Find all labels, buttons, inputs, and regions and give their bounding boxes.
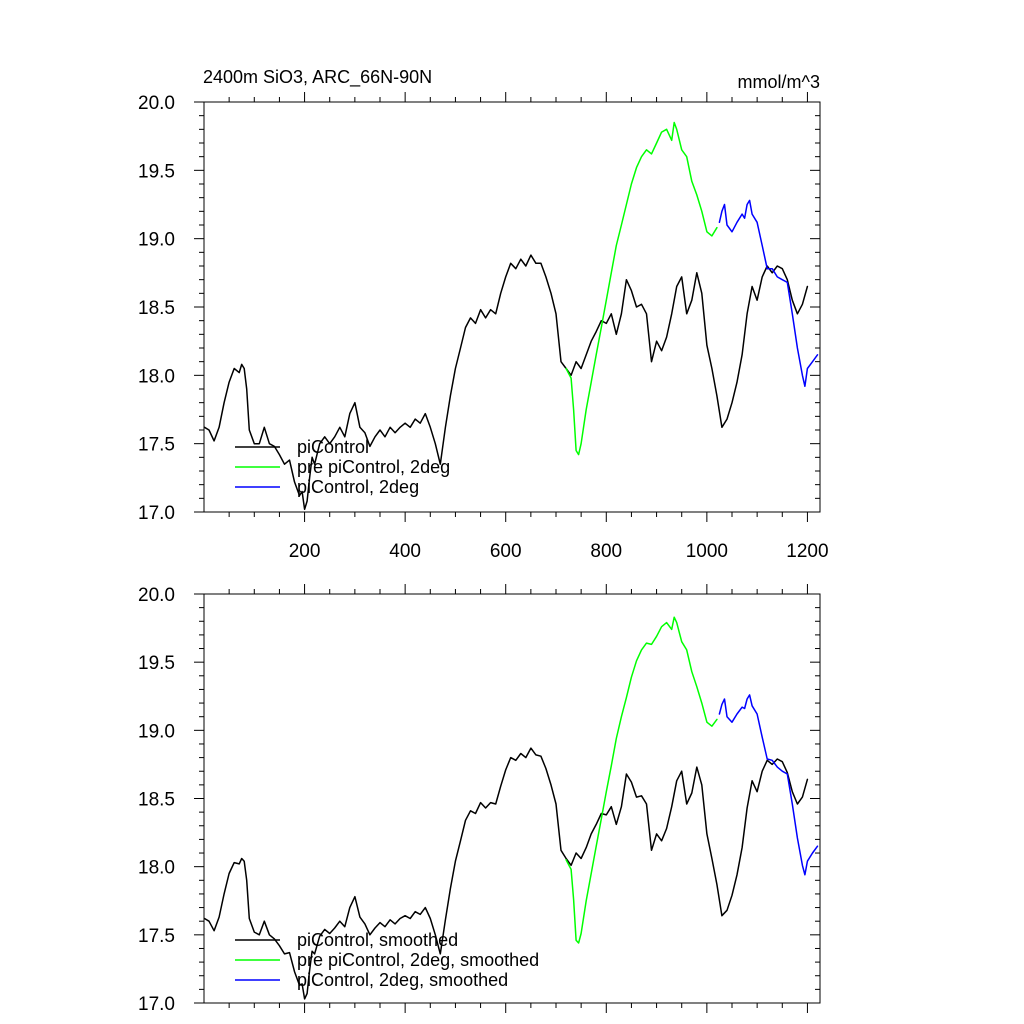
legend-label: piControl, smoothed [297, 930, 458, 950]
series-line [565, 121, 718, 456]
y-tick-label: 17.5 [138, 926, 175, 947]
y-tick-label: 18.0 [138, 366, 175, 387]
x-tick-label: 800 [590, 541, 622, 562]
y-tick-label: 18.5 [138, 790, 175, 811]
y-tick-label: 20.0 [138, 585, 175, 606]
y-tick-label: 19.5 [138, 653, 175, 674]
legend-label: pre piControl, 2deg, smoothed [297, 950, 539, 970]
y-tick-label: 20.0 [138, 93, 175, 114]
y-tick-label: 18.5 [138, 298, 175, 319]
chart-title: 2400m SiO3, ARC_66N-90N [203, 67, 432, 88]
top-panel: 200 400 600 800 1000 1200 17.0 17.5 18.0 18.5 19.0… [138, 92, 829, 562]
x-tick-label: 400 [389, 541, 421, 562]
y-tick-label: 19.0 [138, 230, 175, 251]
y-tick-label: 17.0 [138, 994, 175, 1015]
legend-label: piControl, 2deg [297, 477, 419, 497]
series-line [718, 694, 819, 876]
x-tick-label: 600 [490, 541, 522, 562]
x-tick-label: 200 [289, 541, 321, 562]
x-tick-label: 1200 [786, 541, 828, 562]
legend-label: pre piControl, 2deg [297, 457, 450, 477]
chart-units: mmol/m^3 [738, 72, 820, 92]
y-tick-label: 19.0 [138, 721, 175, 742]
y-tick-label: 19.5 [138, 161, 175, 182]
x-tick-label: 1000 [686, 541, 728, 562]
y-tick-label: 18.0 [138, 858, 175, 879]
y-tick-label: 17.5 [138, 435, 175, 456]
series-line [718, 199, 819, 388]
legend-label: piControl, 2deg, smoothed [297, 970, 508, 990]
legend-label: piControl [297, 437, 369, 457]
series-line [204, 747, 809, 1000]
series-line [565, 616, 718, 944]
y-tick-label: 17.0 [138, 503, 175, 524]
bottom-panel: 17.0 17.5 18.0 18.5 19.0 19.5 20.0 piControl, s… [138, 584, 821, 1015]
series-line [204, 254, 809, 511]
